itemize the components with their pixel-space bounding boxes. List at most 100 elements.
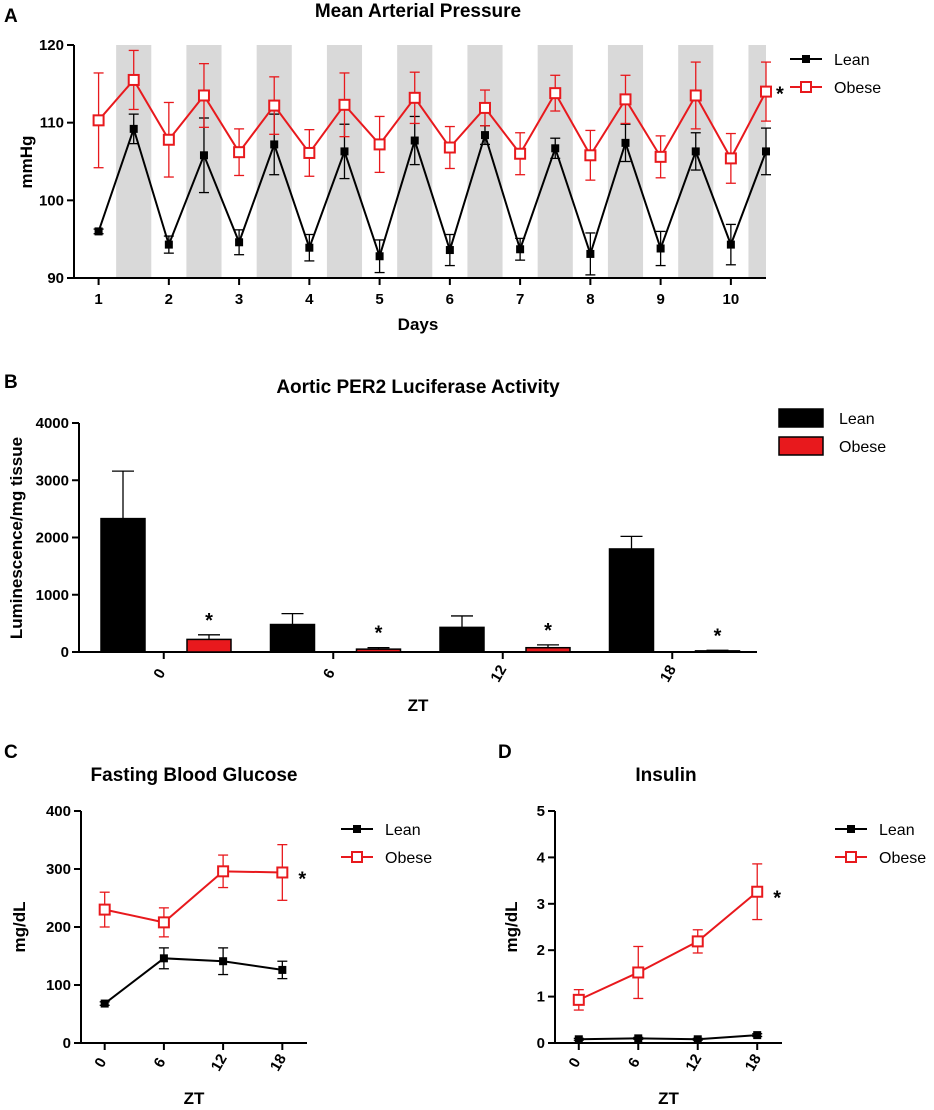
data-point-obese <box>373 138 386 151</box>
series-line-lean <box>97 125 767 260</box>
x-tick-label-d: 0 <box>565 1055 584 1071</box>
data-point-obese <box>478 101 491 114</box>
y-tick-label-b: 3000 <box>36 472 69 489</box>
data-point-obese <box>338 98 351 111</box>
data-point-obese <box>268 99 281 112</box>
legend-entry-obese: Obese <box>778 436 886 456</box>
legend-marker <box>353 825 361 833</box>
y-tick-label-c: 300 <box>46 861 71 878</box>
bar-group-zt-18: * <box>608 535 741 653</box>
x-tick-label-d: 6 <box>625 1055 644 1071</box>
data-point-obese <box>691 935 704 948</box>
data-point-obese <box>619 93 632 106</box>
chart-title-a: Mean Arterial Pressure <box>315 1 521 22</box>
x-tick-label-c: 12 <box>208 1051 231 1074</box>
significance-marker-a: * <box>776 84 784 106</box>
panel-label-b: B <box>4 372 18 393</box>
data-point-obese <box>751 885 764 898</box>
data-point-obese <box>303 146 316 159</box>
significance-marker-c: * <box>298 868 306 890</box>
x-tick-label-b: 12 <box>487 662 510 685</box>
significance-marker-b: * <box>375 623 383 645</box>
y-tick-label-d: 2 <box>537 942 545 959</box>
bar-lean <box>100 517 146 653</box>
data-point-lean <box>159 954 168 963</box>
x-axis-label-b: ZT <box>408 696 429 715</box>
data-point-obese <box>162 133 175 146</box>
legend-entry-lean: Lean <box>778 408 875 428</box>
data-point-lean <box>199 151 208 160</box>
y-tick-label-c: 100 <box>46 977 71 994</box>
data-point-obese <box>514 147 527 160</box>
error-bar-obese <box>198 634 220 640</box>
dark-phase-shade-6 <box>467 45 503 278</box>
legend-marker <box>802 55 810 63</box>
x-tick-label-a: 8 <box>586 291 594 308</box>
legend-entry-lean: Lean <box>341 822 421 839</box>
data-point-lean <box>621 138 630 147</box>
y-tick-label-d: 4 <box>537 849 546 866</box>
series-line-lean <box>578 1034 758 1041</box>
legend-label: Obese <box>385 850 432 867</box>
bar-group-zt-0: * <box>100 470 232 653</box>
y-tick-label-d: 5 <box>537 803 545 820</box>
legend-marker <box>351 851 363 863</box>
bar-obese <box>525 646 571 653</box>
significance-marker-b: * <box>544 620 552 642</box>
error-bar-lean <box>451 615 473 628</box>
x-axis-label-d: ZT <box>658 1089 679 1108</box>
significance-marker-b: * <box>714 625 722 647</box>
data-point-obese <box>632 966 645 979</box>
data-point-lean <box>410 136 419 145</box>
data-point-lean <box>94 227 103 236</box>
y-tick-label-c: 200 <box>46 919 71 936</box>
x-tick-label-a: 10 <box>723 291 740 308</box>
data-point-lean <box>305 243 314 252</box>
bar-obese <box>694 650 741 653</box>
legend-label: Lean <box>839 411 875 428</box>
y-axis-label-c: mg/dL <box>10 902 29 953</box>
x-tick-label-b: 0 <box>150 666 169 682</box>
data-point-lean <box>634 1034 643 1043</box>
x-tick-label-a: 2 <box>165 291 173 308</box>
y-tick-label-d: 0 <box>537 1035 545 1052</box>
legend-label: Lean <box>834 52 870 69</box>
data-point-lean <box>574 1035 583 1044</box>
x-tick-label-a: 3 <box>235 291 243 308</box>
bar-lean <box>608 548 655 653</box>
bar-group-zt-12: * <box>439 615 571 653</box>
data-point-obese <box>92 114 105 127</box>
legend-label: Lean <box>879 822 915 839</box>
data-point-lean <box>235 238 244 247</box>
data-point-lean <box>551 144 560 153</box>
panel-c: C Fasting Blood Glucose 0 100 200 300 400 0 6 12 1… <box>4 742 432 1108</box>
error-bar-lean <box>620 535 643 549</box>
error-bar-lean <box>112 470 134 519</box>
data-point-lean <box>480 131 489 140</box>
legend-swatch <box>778 408 824 428</box>
data-point-lean <box>726 240 735 249</box>
legend-label: Obese <box>839 439 886 456</box>
legend-marker <box>800 81 812 93</box>
x-tick-label-a: 9 <box>656 291 664 308</box>
y-tick-label-a: 90 <box>47 270 64 287</box>
x-tick-label-b: 6 <box>320 666 339 682</box>
data-point-lean <box>375 252 384 261</box>
data-point-obese <box>197 89 210 102</box>
x-tick-label-a: 7 <box>516 291 524 308</box>
x-tick-label-d: 12 <box>682 1051 705 1074</box>
legend-entry-obese: Obese <box>790 80 881 97</box>
x-tick-label-a: 5 <box>375 291 383 308</box>
legend-entry-obese: Obese <box>835 850 926 867</box>
y-tick-label-b: 2000 <box>36 530 69 547</box>
data-point-obese <box>654 150 667 163</box>
data-point-lean <box>270 140 279 149</box>
data-point-lean <box>693 1035 702 1044</box>
data-point-lean <box>762 147 770 156</box>
series-line-obese <box>578 890 758 1001</box>
y-tick-label-b: 0 <box>61 644 69 661</box>
x-tick-label-a: 6 <box>446 291 454 308</box>
legend-entry-obese: Obese <box>341 850 432 867</box>
x-tick-label-a: 4 <box>305 291 314 308</box>
